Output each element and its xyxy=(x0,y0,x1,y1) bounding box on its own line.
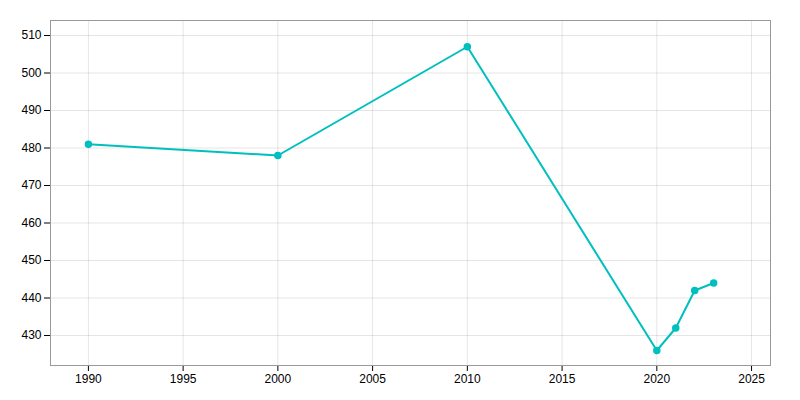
svg-text:490: 490 xyxy=(21,103,41,117)
svg-text:440: 440 xyxy=(21,291,41,305)
svg-text:500: 500 xyxy=(21,66,41,80)
svg-text:2005: 2005 xyxy=(359,372,386,386)
svg-text:2025: 2025 xyxy=(738,372,765,386)
svg-text:2010: 2010 xyxy=(454,372,481,386)
svg-text:450: 450 xyxy=(21,253,41,267)
svg-text:510: 510 xyxy=(21,28,41,42)
svg-text:460: 460 xyxy=(21,216,41,230)
svg-text:470: 470 xyxy=(21,178,41,192)
svg-text:1995: 1995 xyxy=(170,372,197,386)
svg-text:2015: 2015 xyxy=(549,372,576,386)
svg-text:1990: 1990 xyxy=(75,372,102,386)
svg-text:2020: 2020 xyxy=(643,372,670,386)
svg-text:480: 480 xyxy=(21,141,41,155)
svg-text:430: 430 xyxy=(21,328,41,342)
svg-text:2000: 2000 xyxy=(265,372,292,386)
